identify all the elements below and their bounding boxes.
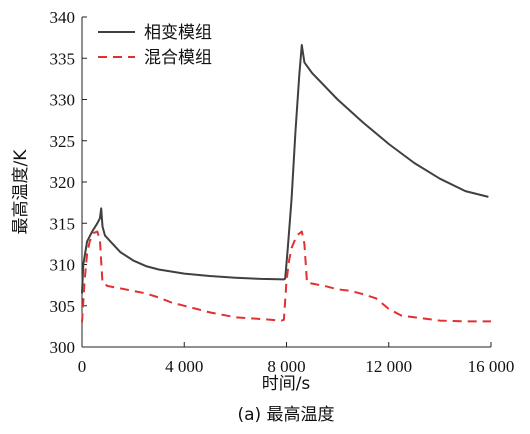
x-axis-label: 时间/s xyxy=(262,374,311,394)
x-tick-label: 0 xyxy=(78,357,87,376)
y-tick-label: 300 xyxy=(50,338,76,357)
x-tick-label: 4 000 xyxy=(165,357,203,376)
y-tick-label: 340 xyxy=(50,8,76,27)
y-tick-label: 335 xyxy=(50,49,76,68)
y-tick-label: 310 xyxy=(50,256,76,275)
x-tick-label: 16 000 xyxy=(468,357,515,376)
series-layer xyxy=(81,44,491,323)
y-tick-label: 330 xyxy=(50,91,76,110)
figure-caption: (a) 最高温度 xyxy=(237,405,334,425)
series-line-1 xyxy=(81,44,489,294)
y-tick-label: 320 xyxy=(50,173,76,192)
y-axis-label: 最高温度/K xyxy=(11,149,31,235)
legend-label-1: 相变模组 xyxy=(144,23,212,43)
series-line-2 xyxy=(81,230,491,323)
y-tick-label: 315 xyxy=(50,214,76,233)
ticks: 300 305 310 315 320 325 330 335 340 0 4 000 8 000 12… xyxy=(50,8,515,376)
x-tick-label: 8 000 xyxy=(267,357,305,376)
y-tick-label: 325 xyxy=(50,132,76,151)
legend-label-2: 混合模组 xyxy=(144,48,212,68)
y-tick-label: 305 xyxy=(50,297,76,316)
x-tick-label: 12 000 xyxy=(365,357,412,376)
